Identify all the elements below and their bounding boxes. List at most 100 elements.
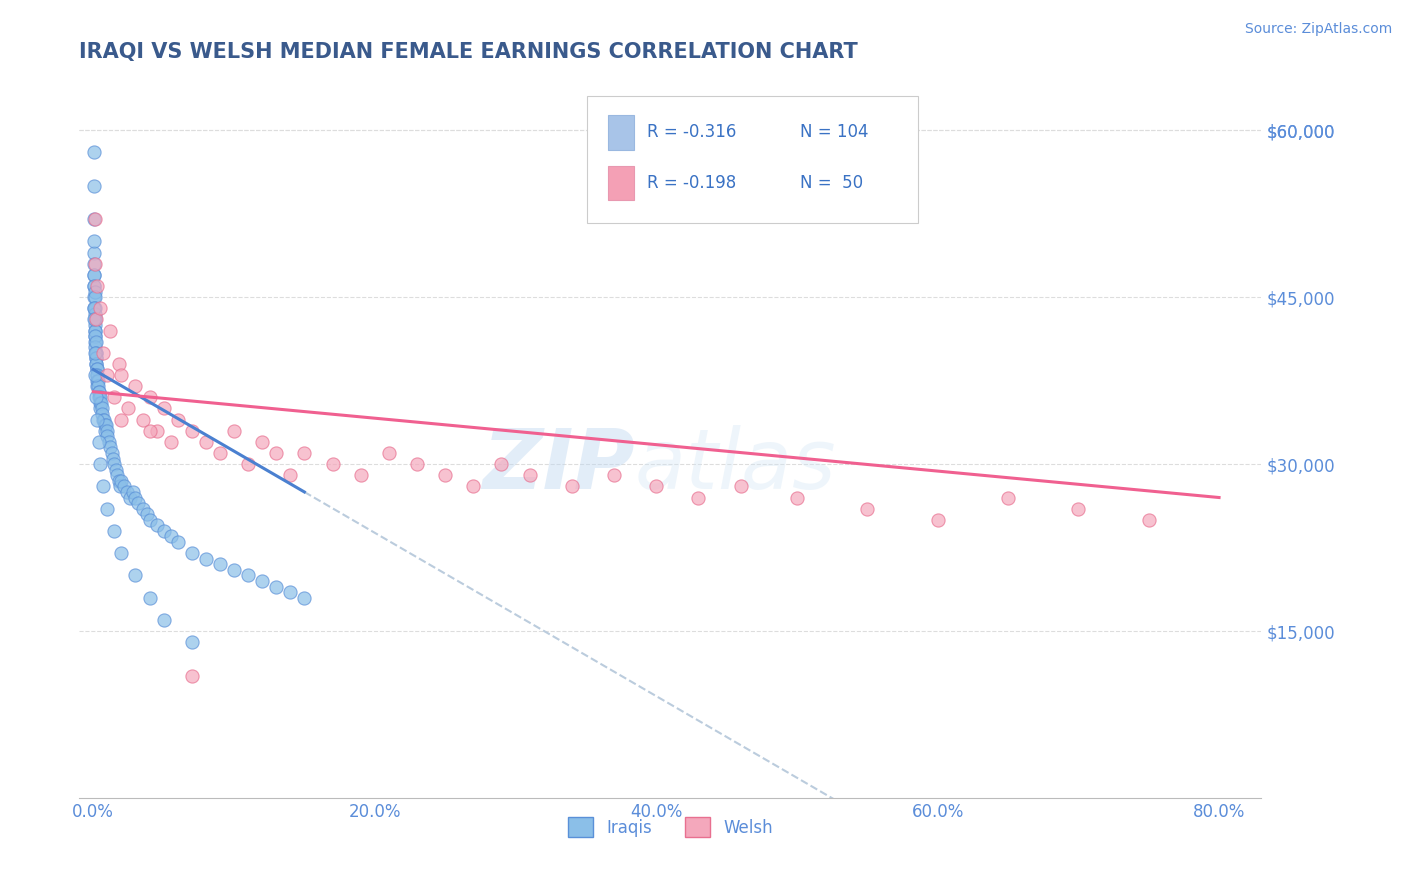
- Point: [83, 279, 105, 293]
- Point: [86, 379, 108, 393]
- Point: [83, 312, 105, 326]
- Point: [138, 424, 160, 438]
- Point: [83, 212, 105, 227]
- Point: [561, 479, 583, 493]
- Point: [180, 668, 202, 682]
- Point: [83, 290, 105, 304]
- Point: [159, 529, 181, 543]
- FancyBboxPatch shape: [588, 96, 918, 223]
- Point: [98, 441, 121, 455]
- Point: [107, 357, 129, 371]
- Point: [83, 345, 105, 359]
- Point: [84, 324, 107, 338]
- Text: N =  50: N = 50: [800, 174, 863, 192]
- Point: [93, 412, 115, 426]
- Point: [131, 412, 153, 426]
- Point: [786, 491, 808, 505]
- Point: [84, 351, 107, 366]
- Point: [87, 390, 110, 404]
- Text: R = -0.316: R = -0.316: [647, 123, 735, 141]
- Point: [166, 535, 188, 549]
- Point: [83, 285, 105, 299]
- Point: [250, 434, 273, 449]
- Point: [110, 368, 132, 382]
- Point: [603, 468, 626, 483]
- Point: [108, 479, 131, 493]
- Point: [86, 362, 108, 376]
- Point: [236, 457, 259, 471]
- Point: [1067, 501, 1090, 516]
- Point: [89, 396, 111, 410]
- Text: ZIP: ZIP: [482, 425, 634, 506]
- Point: [180, 635, 202, 649]
- Point: [110, 546, 132, 560]
- Point: [93, 418, 115, 433]
- Point: [83, 145, 105, 160]
- Point: [96, 501, 118, 516]
- Point: [104, 463, 127, 477]
- Point: [87, 384, 110, 399]
- Point: [105, 468, 128, 483]
- Point: [94, 424, 117, 438]
- Point: [100, 446, 122, 460]
- Point: [94, 418, 117, 433]
- Point: [194, 434, 217, 449]
- Point: [194, 551, 217, 566]
- Point: [83, 268, 105, 282]
- Point: [83, 178, 105, 193]
- Point: [236, 568, 259, 582]
- Point: [124, 379, 146, 393]
- Point: [87, 379, 110, 393]
- Point: [997, 491, 1019, 505]
- Point: [112, 479, 135, 493]
- Point: [1137, 513, 1160, 527]
- Point: [86, 362, 108, 376]
- Point: [83, 301, 105, 316]
- Point: [180, 424, 202, 438]
- Point: [83, 257, 105, 271]
- Point: [730, 479, 752, 493]
- Point: [124, 568, 146, 582]
- Point: [83, 324, 105, 338]
- Point: [84, 212, 107, 227]
- Point: [350, 468, 373, 483]
- Point: [89, 384, 111, 399]
- Point: [84, 312, 107, 326]
- Point: [84, 312, 107, 326]
- Point: [378, 446, 401, 460]
- Point: [103, 390, 125, 404]
- Point: [145, 518, 167, 533]
- Point: [89, 301, 111, 316]
- Point: [292, 446, 315, 460]
- Point: [110, 474, 132, 488]
- Point: [138, 513, 160, 527]
- Point: [278, 585, 301, 599]
- Point: [83, 301, 105, 316]
- Point: [688, 491, 710, 505]
- Point: [166, 412, 188, 426]
- Point: [83, 318, 105, 332]
- Point: [98, 324, 121, 338]
- Point: [84, 334, 107, 349]
- Point: [927, 513, 949, 527]
- Point: [208, 558, 231, 572]
- Point: [138, 591, 160, 605]
- Point: [84, 390, 107, 404]
- Point: [96, 424, 118, 438]
- Point: [90, 396, 112, 410]
- Point: [84, 329, 107, 343]
- Point: [84, 329, 107, 343]
- Point: [83, 290, 105, 304]
- Point: [121, 485, 143, 500]
- Point: [91, 412, 114, 426]
- Point: [117, 401, 139, 416]
- Point: [103, 524, 125, 538]
- Legend: Iraqis, Welsh: Iraqis, Welsh: [561, 811, 779, 844]
- Point: [91, 479, 114, 493]
- Point: [86, 412, 108, 426]
- Point: [222, 424, 245, 438]
- Point: [83, 301, 105, 316]
- Point: [87, 374, 110, 388]
- Point: [124, 491, 146, 505]
- Point: [84, 345, 107, 359]
